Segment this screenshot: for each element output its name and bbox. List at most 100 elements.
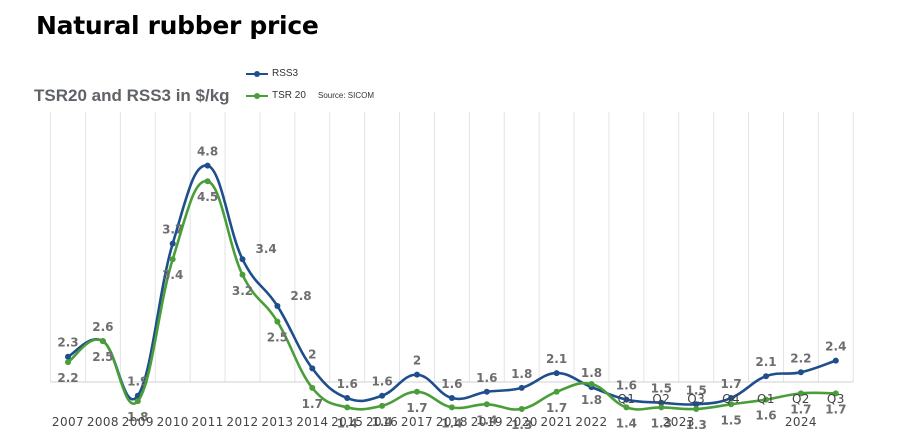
data-label-tsr20: 1.7 — [825, 402, 846, 416]
data-point-rss3 — [553, 370, 560, 377]
data-point-tsr20 — [797, 390, 804, 397]
legend-label-rss3: RSS3 — [272, 68, 299, 79]
legend-swatch-tsr20 — [246, 92, 268, 99]
data-label-rss3: 1.7 — [720, 377, 741, 391]
data-point-rss3 — [763, 373, 769, 380]
data-label-rss3: 1.6 — [476, 371, 497, 385]
data-label-tsr20: 3.4 — [162, 268, 183, 282]
data-point-tsr20 — [344, 404, 351, 411]
data-label-tsr20: 1.4 — [476, 413, 497, 427]
x-tick-label: 2018 — [436, 415, 468, 429]
data-point-rss3 — [379, 392, 386, 399]
data-point-tsr20 — [658, 404, 665, 411]
data-point-tsr20 — [379, 402, 386, 409]
legend-item-rss3: RSS3 — [246, 68, 298, 79]
x-tick-label: 2019 — [471, 415, 503, 429]
data-point-tsr20 — [134, 398, 141, 405]
data-label-tsr20: 1.4 — [441, 416, 462, 430]
x-tick-label: 2015 — [331, 415, 363, 429]
data-label-tsr20: 1.7 — [790, 402, 811, 416]
x-tick-label: 2013 — [261, 415, 293, 429]
data-point-tsr20 — [204, 178, 211, 185]
data-point-rss3 — [274, 303, 281, 309]
data-label-tsr20: 2.2 — [57, 371, 78, 385]
data-point-rss3 — [239, 256, 246, 263]
data-label-tsr20: 1.8 — [127, 410, 148, 424]
data-label-rss3: 1.5 — [651, 382, 672, 396]
data-point-tsr20 — [169, 256, 176, 263]
data-point-rss3 — [414, 371, 420, 378]
data-label-tsr20: 4.5 — [197, 190, 218, 204]
x-tick-label: 2012 — [226, 415, 258, 429]
x-tick-label: Q3 — [687, 392, 705, 406]
data-point-tsr20 — [553, 388, 560, 395]
data-label-rss3: 2.2 — [790, 351, 811, 365]
x-tick-label: 2011 — [192, 415, 224, 429]
series-line-tsr20 — [67, 179, 836, 411]
data-label-tsr20: 3.2 — [232, 284, 253, 298]
data-label-tsr20: 1.7 — [546, 401, 567, 415]
page-title: Natural rubber price — [36, 11, 319, 40]
data-label-rss3: 1.6 — [441, 377, 462, 391]
data-label-rss3: 1.9 — [127, 375, 148, 389]
data-label-rss3: 1.6 — [371, 375, 392, 389]
data-point-tsr20 — [763, 396, 769, 403]
data-label-rss3: 1.6 — [337, 377, 358, 391]
x-tick-label: 2016 — [366, 415, 398, 429]
data-point-tsr20 — [588, 381, 595, 387]
data-label-rss3: 2 — [308, 347, 316, 361]
data-label-tsr20: 1.4 — [337, 416, 358, 430]
data-point-rss3 — [728, 395, 735, 402]
data-label-tsr20: 1.3 — [686, 418, 707, 432]
x-tick-label: Q2 — [792, 392, 810, 406]
series-line-rss3 — [67, 164, 837, 406]
data-point-tsr20 — [239, 271, 246, 278]
chart-title: TSR20 and RSS3 in $/kg — [34, 86, 230, 105]
data-point-rss3 — [344, 395, 351, 402]
x-tick-label: Q1 — [617, 392, 635, 406]
data-point-tsr20 — [832, 390, 839, 397]
data-point-rss3 — [448, 395, 455, 402]
x-tick-label: 2017 — [401, 415, 433, 429]
x-group-label: 2023 — [663, 415, 695, 429]
x-tick-label: Q2 — [652, 392, 670, 406]
x-tick-label: 2020 — [506, 415, 538, 429]
data-point-rss3 — [309, 365, 316, 372]
data-point-tsr20 — [693, 405, 700, 412]
x-tick-label: 2010 — [157, 415, 189, 429]
data-label-tsr20: 1.5 — [720, 413, 741, 427]
data-label-tsr20: 1.7 — [302, 397, 323, 411]
x-tick-label: Q3 — [827, 392, 845, 406]
data-point-rss3 — [832, 357, 839, 364]
x-tick-label: 2009 — [122, 415, 154, 429]
data-label-tsr20: 1.7 — [406, 401, 427, 415]
data-point-tsr20 — [99, 338, 106, 345]
data-label-tsr20: 1.3 — [651, 416, 672, 430]
data-point-rss3 — [65, 353, 71, 360]
data-label-rss3: 3.7 — [162, 223, 183, 237]
data-label-rss3: 1.6 — [616, 379, 637, 393]
data-point-tsr20 — [414, 388, 420, 395]
legend-item-tsr20: TSR 20 — [246, 90, 306, 101]
x-tick-label: 2008 — [87, 415, 119, 429]
data-point-tsr20 — [483, 401, 490, 408]
data-label-rss3: 1.8 — [581, 366, 602, 380]
x-tick-label: 2021 — [541, 415, 573, 429]
data-label-rss3: 1.8 — [511, 367, 532, 381]
data-label-rss3: 2.8 — [290, 289, 311, 303]
data-point-rss3 — [693, 401, 700, 408]
x-tick-label: 2022 — [575, 415, 607, 429]
data-point-rss3 — [169, 240, 176, 247]
data-label-tsr20: 1.8 — [581, 393, 602, 407]
data-label-tsr20: 1.6 — [755, 409, 776, 423]
data-label-rss3: 2 — [413, 354, 421, 368]
data-label-tsr20: 1.4 — [616, 416, 637, 430]
data-label-rss3: 3.4 — [256, 242, 277, 256]
data-point-tsr20 — [274, 318, 281, 325]
x-tick-label: Q1 — [757, 392, 775, 406]
data-label-tsr20: 2.5 — [92, 350, 113, 364]
data-label-rss3: 2.3 — [57, 336, 78, 350]
data-label-tsr20: 2.5 — [267, 331, 288, 345]
x-tick-label: Q4 — [722, 392, 740, 406]
